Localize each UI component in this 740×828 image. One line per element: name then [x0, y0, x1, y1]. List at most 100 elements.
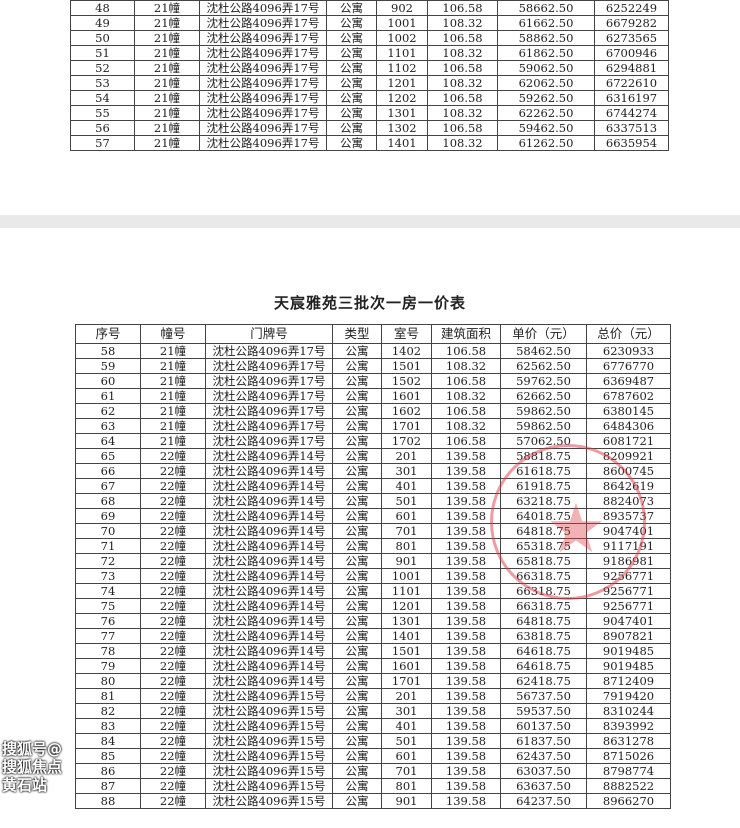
- table-cell: 301: [381, 703, 432, 719]
- table-cell: 公寓: [332, 358, 382, 374]
- table-cell: 沈杜公路4096弄14号: [205, 673, 333, 689]
- table-cell: 88: [75, 793, 141, 809]
- table-cell: 1301: [381, 613, 432, 629]
- table-cell: 139.58: [431, 538, 501, 554]
- table-cell: 1101: [376, 45, 428, 61]
- table-cell: 7919420: [586, 688, 671, 704]
- table-cell: 21幢: [134, 30, 200, 46]
- table-cell: 公寓: [326, 120, 377, 136]
- table-cell: 66: [75, 463, 141, 479]
- table-cell: 8600745: [586, 463, 671, 479]
- table-cell: 1601: [381, 388, 432, 404]
- page-title: 天宸雅苑三批次一房一价表: [273, 294, 466, 312]
- table-cell: 62418.75: [500, 673, 587, 689]
- table-cell: 62437.50: [500, 748, 587, 764]
- table-cell: 公寓: [332, 733, 382, 749]
- table-cell: 沈杜公路4096弄17号: [199, 45, 327, 61]
- table-cell: 63818.75: [500, 628, 587, 644]
- table-cell: 22幢: [140, 493, 206, 509]
- table-cell: 6252249: [594, 0, 669, 16]
- table-cell: 21幢: [140, 418, 206, 434]
- table-cell: 沈杜公路4096弄15号: [205, 778, 333, 794]
- table-cell: 901: [381, 793, 432, 809]
- price-table-2: 序号 幢号 门牌号 类型 室号 建筑面积 单价（元） 总价（元） 58 21幢 沈杜公路4096弄…: [75, 324, 671, 809]
- table-cell: 139.58: [431, 508, 501, 524]
- table-cell: 106.58: [427, 30, 498, 46]
- table-cell: 62262.50: [497, 105, 595, 121]
- table-cell: 沈杜公路4096弄14号: [205, 613, 333, 629]
- table-cell: 沈杜公路4096弄15号: [205, 748, 333, 764]
- table-cell: 沈杜公路4096弄17号: [205, 403, 333, 419]
- table-cell: 9256771: [586, 568, 671, 584]
- table-cell: 22幢: [140, 718, 206, 734]
- table-cell: 64618.75: [500, 643, 587, 659]
- table-row: 72 22幢 沈杜公路4096弄14号 公寓 901 139.58 65818.75 9186…: [75, 553, 671, 569]
- table-row: 48 21幢 沈杜公路4096弄17号 公寓 902 106.58 58662.50 6252…: [70, 0, 669, 16]
- table-cell: 66318.75: [500, 568, 587, 584]
- table-cell: 64237.50: [500, 793, 587, 809]
- table-cell: 601: [381, 748, 432, 764]
- table-cell: 58818.75: [500, 448, 587, 464]
- table-cell: 108.32: [431, 418, 501, 434]
- table-row: 66 22幢 沈杜公路4096弄14号 公寓 301 139.58 61618.75 8600…: [75, 463, 671, 479]
- table-cell: 22幢: [140, 613, 206, 629]
- table-cell: 86: [75, 763, 141, 779]
- table-cell: 62562.50: [500, 358, 587, 374]
- table-header-row: 序号 幢号 门牌号 类型 室号 建筑面积 单价（元） 总价（元）: [75, 324, 671, 344]
- table-cell: 65: [75, 448, 141, 464]
- table-row: 88 22幢 沈杜公路4096弄15号 公寓 901 139.58 64237.50 8966…: [75, 793, 671, 809]
- table-cell: 87: [75, 778, 141, 794]
- table-cell: 108.32: [427, 45, 498, 61]
- table-cell: 1701: [381, 673, 432, 689]
- table-cell: 9047401: [586, 613, 671, 629]
- table-cell: 公寓: [326, 45, 377, 61]
- table-cell: 22幢: [140, 583, 206, 599]
- table-cell: 22幢: [140, 508, 206, 524]
- table-cell: 108.32: [431, 358, 501, 374]
- table-cell: 9019485: [586, 643, 671, 659]
- table-cell: 8393992: [586, 718, 671, 734]
- table-cell: 201: [381, 448, 432, 464]
- table-cell: 52: [70, 60, 135, 76]
- table-row: 64 21幢 沈杜公路4096弄17号 公寓 1702 106.58 57062.50 608…: [75, 433, 671, 449]
- table-cell: 701: [381, 523, 432, 539]
- table-cell: 22幢: [140, 688, 206, 704]
- table-cell: 21幢: [140, 433, 206, 449]
- table-cell: 沈杜公路4096弄15号: [205, 703, 333, 719]
- table-cell: 108.32: [427, 105, 498, 121]
- table-cell: 22幢: [140, 733, 206, 749]
- table-cell: 1702: [381, 433, 432, 449]
- table-cell: 21幢: [140, 358, 206, 374]
- table-cell: 62662.50: [500, 388, 587, 404]
- table-cell: 1001: [376, 15, 428, 31]
- table-cell: 沈杜公路4096弄14号: [205, 553, 333, 569]
- table-cell: 8310244: [586, 703, 671, 719]
- table-cell: 沈杜公路4096弄17号: [205, 343, 333, 359]
- table-cell: 139.58: [431, 598, 501, 614]
- table-cell: 8907821: [586, 628, 671, 644]
- table-cell: 公寓: [326, 90, 377, 106]
- table-cell: 78: [75, 643, 141, 659]
- table-cell: 8966270: [586, 793, 671, 809]
- table-cell: 22幢: [140, 553, 206, 569]
- table-cell: 62062.50: [497, 75, 595, 91]
- table-cell: 1701: [381, 418, 432, 434]
- table-cell: 106.58: [431, 403, 501, 419]
- column-header: 建筑面积: [431, 324, 501, 344]
- table-cell: 22幢: [140, 643, 206, 659]
- watermark: 搜狐号@搜狐焦点黄石站: [2, 740, 63, 794]
- table-cell: 21幢: [134, 60, 200, 76]
- table-cell: 21幢: [134, 105, 200, 121]
- table-cell: 1401: [381, 628, 432, 644]
- table-cell: 沈杜公路4096弄14号: [205, 583, 333, 599]
- table-cell: 60: [75, 373, 141, 389]
- table-cell: 139.58: [431, 478, 501, 494]
- table-row: 87 22幢 沈杜公路4096弄15号 公寓 801 139.58 63637.50 8882…: [75, 778, 671, 794]
- table-cell: 63: [75, 418, 141, 434]
- table-cell: 902: [376, 0, 428, 16]
- table-cell: 71: [75, 538, 141, 554]
- table-cell: 59262.50: [497, 90, 595, 106]
- table-cell: 公寓: [326, 30, 377, 46]
- table-cell: 73: [75, 568, 141, 584]
- table-cell: 9256771: [586, 598, 671, 614]
